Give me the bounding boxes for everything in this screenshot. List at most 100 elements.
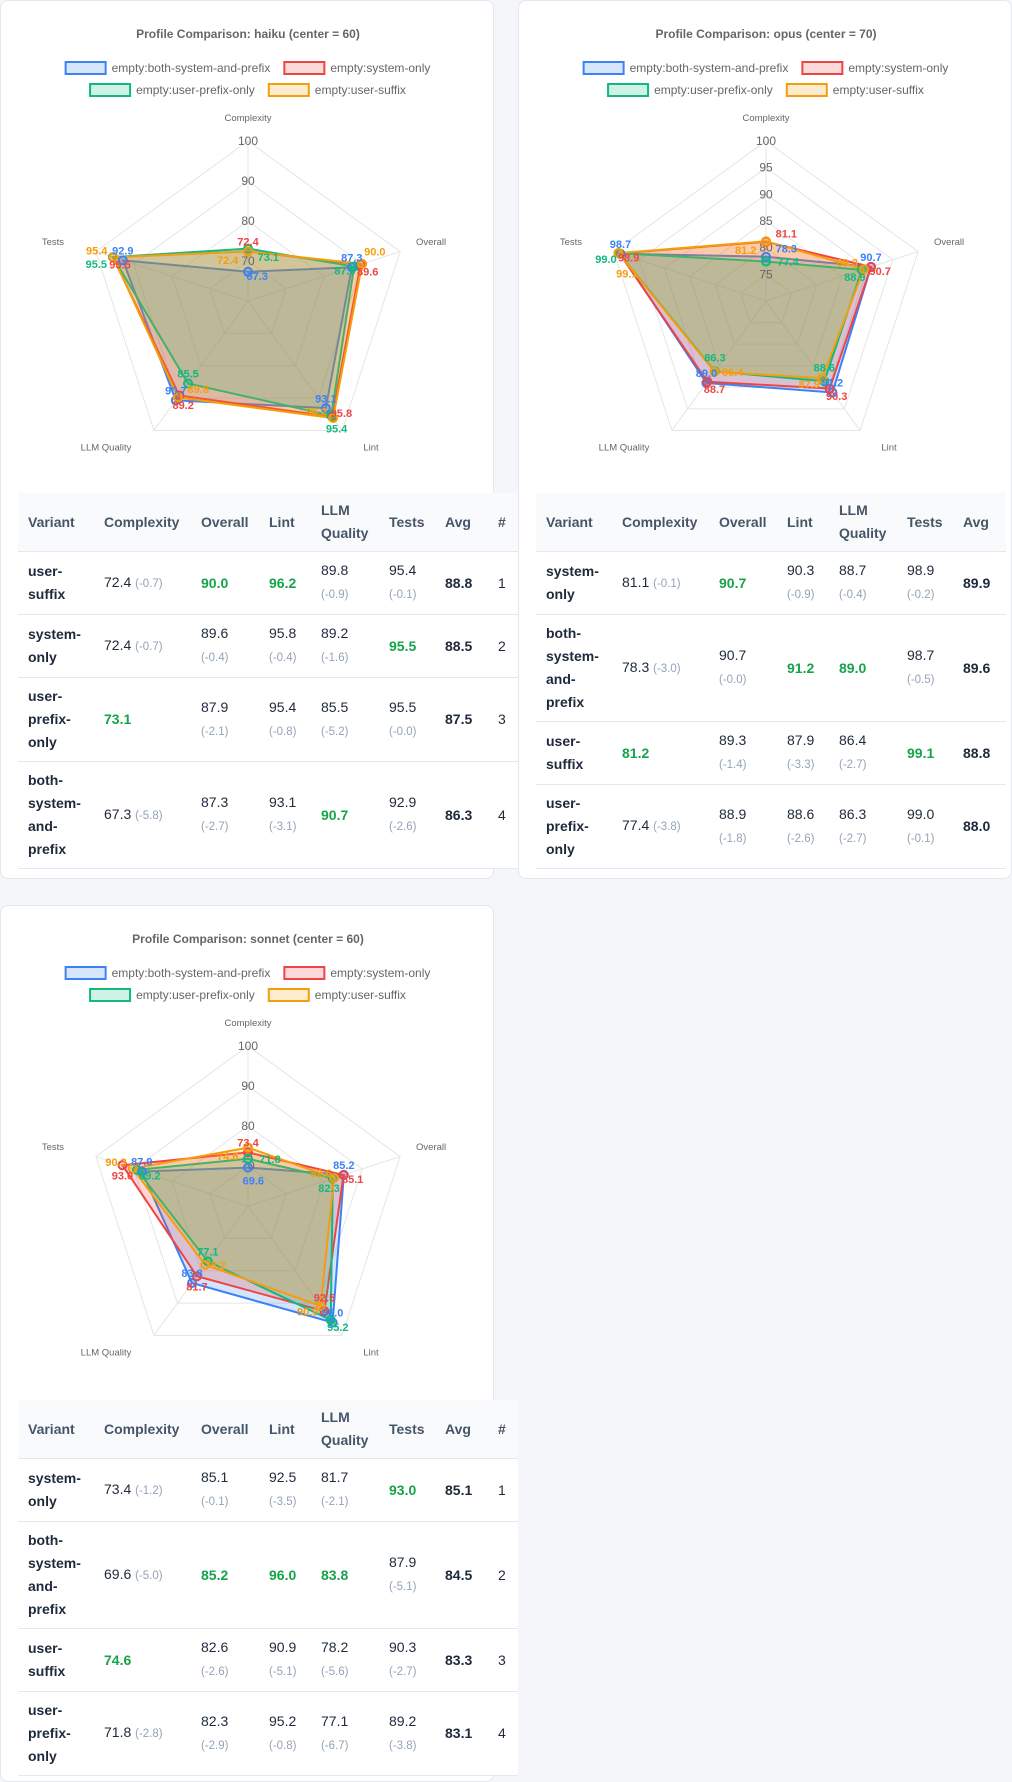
data-point[interactable] [172,392,183,403]
data-point[interactable] [108,252,119,263]
variant-name: system-only [536,551,612,615]
column-header[interactable]: Avg [953,493,1006,552]
legend-item[interactable]: empty:user-suffix [267,988,406,1002]
tick-label: 100 [238,134,258,148]
column-header[interactable]: Overall [191,1400,259,1459]
data-point[interactable] [315,1300,326,1311]
average-score: 86.3 [435,761,488,869]
score-value: 95.2 [269,1712,297,1729]
grid-ring [613,140,919,431]
legend-item[interactable]: empty:both-system-and-prefix [64,61,271,75]
variant-name: both-system-and-prefix [536,614,612,722]
data-point[interactable] [761,256,771,267]
column-header[interactable]: Lint [777,493,829,552]
score-delta: (-2.1) [321,1496,349,1508]
data-point[interactable] [328,413,339,424]
column-header[interactable]: Lint [259,1400,311,1459]
column-header[interactable]: Variant [18,493,94,552]
column-header[interactable]: Tests [379,493,435,552]
column-header[interactable]: Overall [709,493,777,552]
column-header[interactable]: Avg [435,493,488,552]
grid-spoke [153,1205,249,1336]
radar-chart: Profile Comparison: haiku (center = 60) e… [42,27,446,453]
column-header[interactable]: Complexity [94,1400,191,1459]
legend-item[interactable]: empty:both-system-and-prefix [582,61,789,75]
score-value: 90.3 [389,1639,417,1655]
legend-swatch [89,83,132,97]
data-point[interactable] [817,373,828,384]
axis-label: Tests [42,237,64,248]
data-point[interactable] [338,1169,349,1180]
data-point[interactable] [325,1314,336,1325]
data-point[interactable] [243,246,253,257]
axis-label: Overall [416,1142,446,1153]
legend-swatch [89,988,132,1002]
column-header[interactable]: LLM Quality [311,493,379,552]
legend-item[interactable]: empty:user-prefix-only [89,988,255,1002]
column-header[interactable]: Overall [191,493,259,552]
score-delta: (-0.0) [389,725,417,738]
legend-item[interactable]: empty:system-only [283,966,430,980]
data-label: 96.0 [322,1308,343,1320]
data-point[interactable] [613,248,624,259]
data-point[interactable] [187,1278,198,1289]
column-header[interactable]: Variant [536,493,612,552]
data-point[interactable] [824,383,835,394]
score-delta: (-0.0) [719,674,747,686]
data-point[interactable] [200,1259,211,1270]
data-point[interactable] [183,378,194,389]
data-point[interactable] [117,1160,128,1171]
data-point[interactable] [328,1173,339,1184]
axis-label: LLM Quality [599,442,650,453]
legend-item[interactable]: empty:user-prefix-only [89,83,255,97]
data-point[interactable] [320,403,331,414]
data-point[interactable] [191,1271,202,1282]
legend-item[interactable]: empty:both-system-and-prefix [64,966,271,980]
column-header[interactable]: Complexity [612,493,709,552]
variant-name: user-suffix [18,551,94,615]
legend-item[interactable]: empty:user-prefix-only [607,83,773,97]
average-score: 88.8 [435,551,488,615]
column-header[interactable]: Tests [897,493,953,552]
column-header[interactable]: Variant [18,1400,94,1459]
column-header[interactable]: Lint [259,493,311,552]
column-header[interactable]: LLM Quality [311,1400,379,1459]
score-delta: (-1.2) [135,1484,163,1497]
score-cell: 85.5 (-5.2) [311,677,379,762]
data-point[interactable] [243,1162,253,1173]
data-point[interactable] [702,376,713,387]
average-score: 83.1 [435,1691,488,1776]
data-point[interactable] [243,1153,253,1164]
column-header[interactable]: LLM Quality [829,493,897,552]
data-label: 90.3 [105,1157,126,1169]
data-point[interactable] [127,1163,138,1174]
data-point[interactable] [243,266,253,277]
score-delta: (-5.8) [135,809,163,822]
score-cell: 89.2 (-3.8) [379,1691,435,1776]
data-point[interactable] [243,1142,253,1153]
column-header[interactable]: Avg [435,1400,488,1459]
results-table: Variant Complexity Overall Lint LLM Quality T… [18,493,518,869]
legend-item[interactable]: empty:user-suffix [785,83,924,97]
grid-spoke [153,300,249,431]
legend-item[interactable]: empty:system-only [801,61,948,75]
score-value: 72.4 [104,636,132,653]
data-point[interactable] [709,366,720,377]
series-area [616,252,864,383]
column-header[interactable]: Tests [379,1400,435,1459]
legend-item[interactable]: empty:user-suffix [267,83,406,97]
data-point[interactable] [357,258,368,269]
data-point[interactable] [761,236,771,247]
score-cell: 71.8 (-2.8) [94,1691,191,1776]
column-header[interactable]: # [488,1400,518,1459]
legend-item[interactable]: empty:system-only [283,61,430,75]
grid-ring [95,1045,401,1336]
best-score-cell: 93.0 [379,1458,435,1522]
column-header[interactable]: Complexity [94,493,191,552]
score-value: 87.9 [787,732,815,748]
data-label: 81.2 [735,245,756,257]
score-cell: 95.5 (-0.0) [379,677,435,762]
data-point[interactable] [117,255,128,266]
data-point[interactable] [858,264,869,275]
column-header[interactable]: # [488,493,518,552]
